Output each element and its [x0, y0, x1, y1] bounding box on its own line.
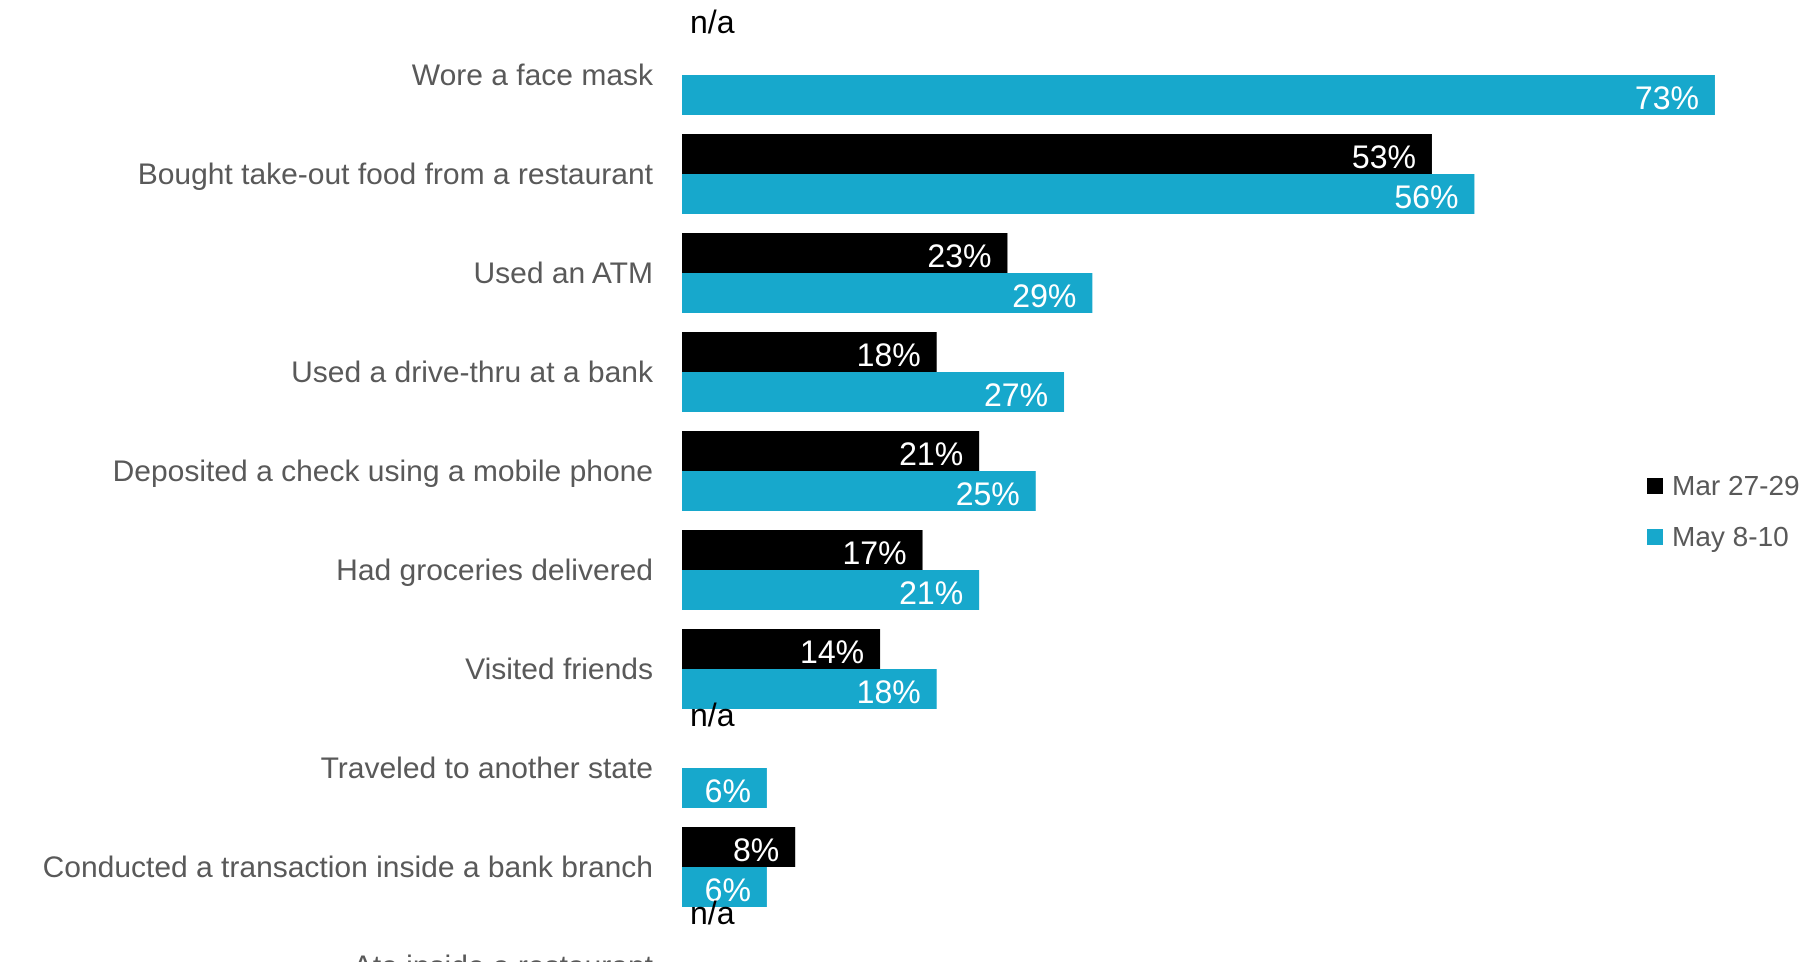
bar-may	[682, 669, 937, 709]
category-label: Bought take-out food from a restaurant	[138, 158, 654, 191]
legend-label-mar: Mar 27-29	[1672, 470, 1800, 501]
value-label: 17%	[843, 535, 907, 571]
category-label: Traveled to another state	[321, 752, 653, 785]
na-label: n/a	[690, 4, 735, 40]
category-label: Conducted a transaction inside a bank br…	[43, 851, 653, 884]
value-label: 27%	[984, 377, 1048, 413]
bar-may	[682, 75, 1715, 115]
bar-mar	[682, 827, 796, 867]
value-label: 23%	[927, 238, 991, 274]
category-label: Deposited a check using a mobile phone	[113, 455, 653, 488]
value-label: 6%	[705, 872, 751, 908]
na-label: n/a	[690, 895, 735, 931]
bar-may	[682, 174, 1475, 214]
value-labels: n/a 73% 53% 56% 23% 29% 18% 27% 21% 25% 17% 21% 14% 1…	[690, 4, 1699, 931]
value-label: 53%	[1352, 139, 1416, 175]
bar-mar	[682, 530, 923, 570]
bar-mar	[682, 332, 937, 372]
category-label: Used an ATM	[473, 257, 653, 290]
value-label: 25%	[956, 476, 1020, 512]
category-labels: Wore a face mask Bought take-out food fro…	[43, 59, 654, 962]
bar-mar	[682, 233, 1008, 273]
legend: Mar 27-29 May 8-10	[1647, 470, 1800, 552]
category-label: Used a drive-thru at a bank	[291, 356, 654, 389]
category-label: Visited friends	[465, 653, 653, 686]
bar-may	[682, 372, 1065, 412]
legend-swatch-mar	[1647, 478, 1663, 494]
legend-label-may: May 8-10	[1672, 521, 1789, 552]
bar-may	[682, 768, 767, 808]
value-label: 18%	[857, 337, 921, 373]
category-label: Ate inside a restaurant	[353, 950, 654, 962]
value-label: 56%	[1394, 179, 1458, 215]
value-label: 21%	[899, 436, 963, 472]
bar-may	[682, 471, 1036, 511]
bar-mar	[682, 431, 980, 471]
value-label: 29%	[1012, 278, 1076, 314]
bar-mar	[682, 629, 881, 669]
bar-may	[682, 273, 1093, 313]
value-label: 6%	[705, 773, 751, 809]
bar-may	[682, 570, 980, 610]
bar-may	[682, 867, 767, 907]
legend-swatch-may	[1647, 529, 1663, 545]
value-label: 21%	[899, 575, 963, 611]
value-label: 8%	[733, 832, 779, 868]
bar-mar	[682, 134, 1432, 174]
value-label: 14%	[800, 634, 864, 670]
category-label: Wore a face mask	[412, 59, 654, 92]
category-label: Had groceries delivered	[336, 554, 653, 587]
bars	[682, 75, 1715, 907]
value-label: 73%	[1635, 80, 1699, 116]
na-label: n/a	[690, 697, 735, 733]
value-label: 18%	[857, 674, 921, 710]
